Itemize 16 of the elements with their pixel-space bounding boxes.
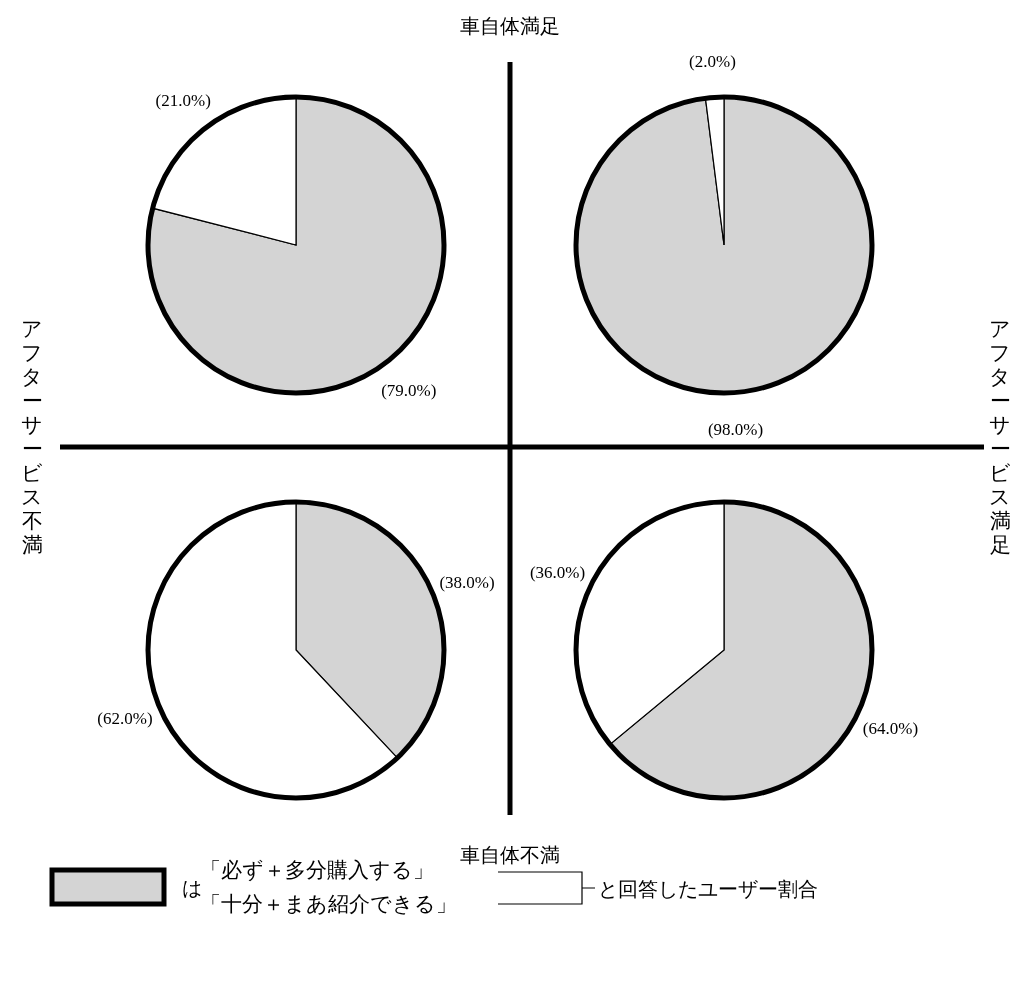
data-label: (2.0%) xyxy=(689,52,736,72)
data-label: (64.0%) xyxy=(862,719,919,739)
data-label: (79.0%) xyxy=(381,381,437,401)
data-label: (98.0%) xyxy=(707,419,764,439)
text: アフターサービス満足 xyxy=(989,317,1011,557)
data-label: (36.0%) xyxy=(529,562,586,582)
data-label: (62.0%) xyxy=(97,708,153,728)
text: は xyxy=(182,876,202,900)
text: 車自体満足 xyxy=(460,14,560,38)
text: 「十分＋まあ紹介できる」 xyxy=(200,892,457,916)
text: と回答したユーザー割合 xyxy=(598,877,818,901)
text: アフターサービス不満 xyxy=(21,317,43,557)
data-label: (38.0%) xyxy=(439,573,495,593)
text: 車自体不満 xyxy=(460,843,560,867)
text: 「必ず＋多分購入する」 xyxy=(200,858,434,882)
data-label: (21.0%) xyxy=(155,90,211,110)
